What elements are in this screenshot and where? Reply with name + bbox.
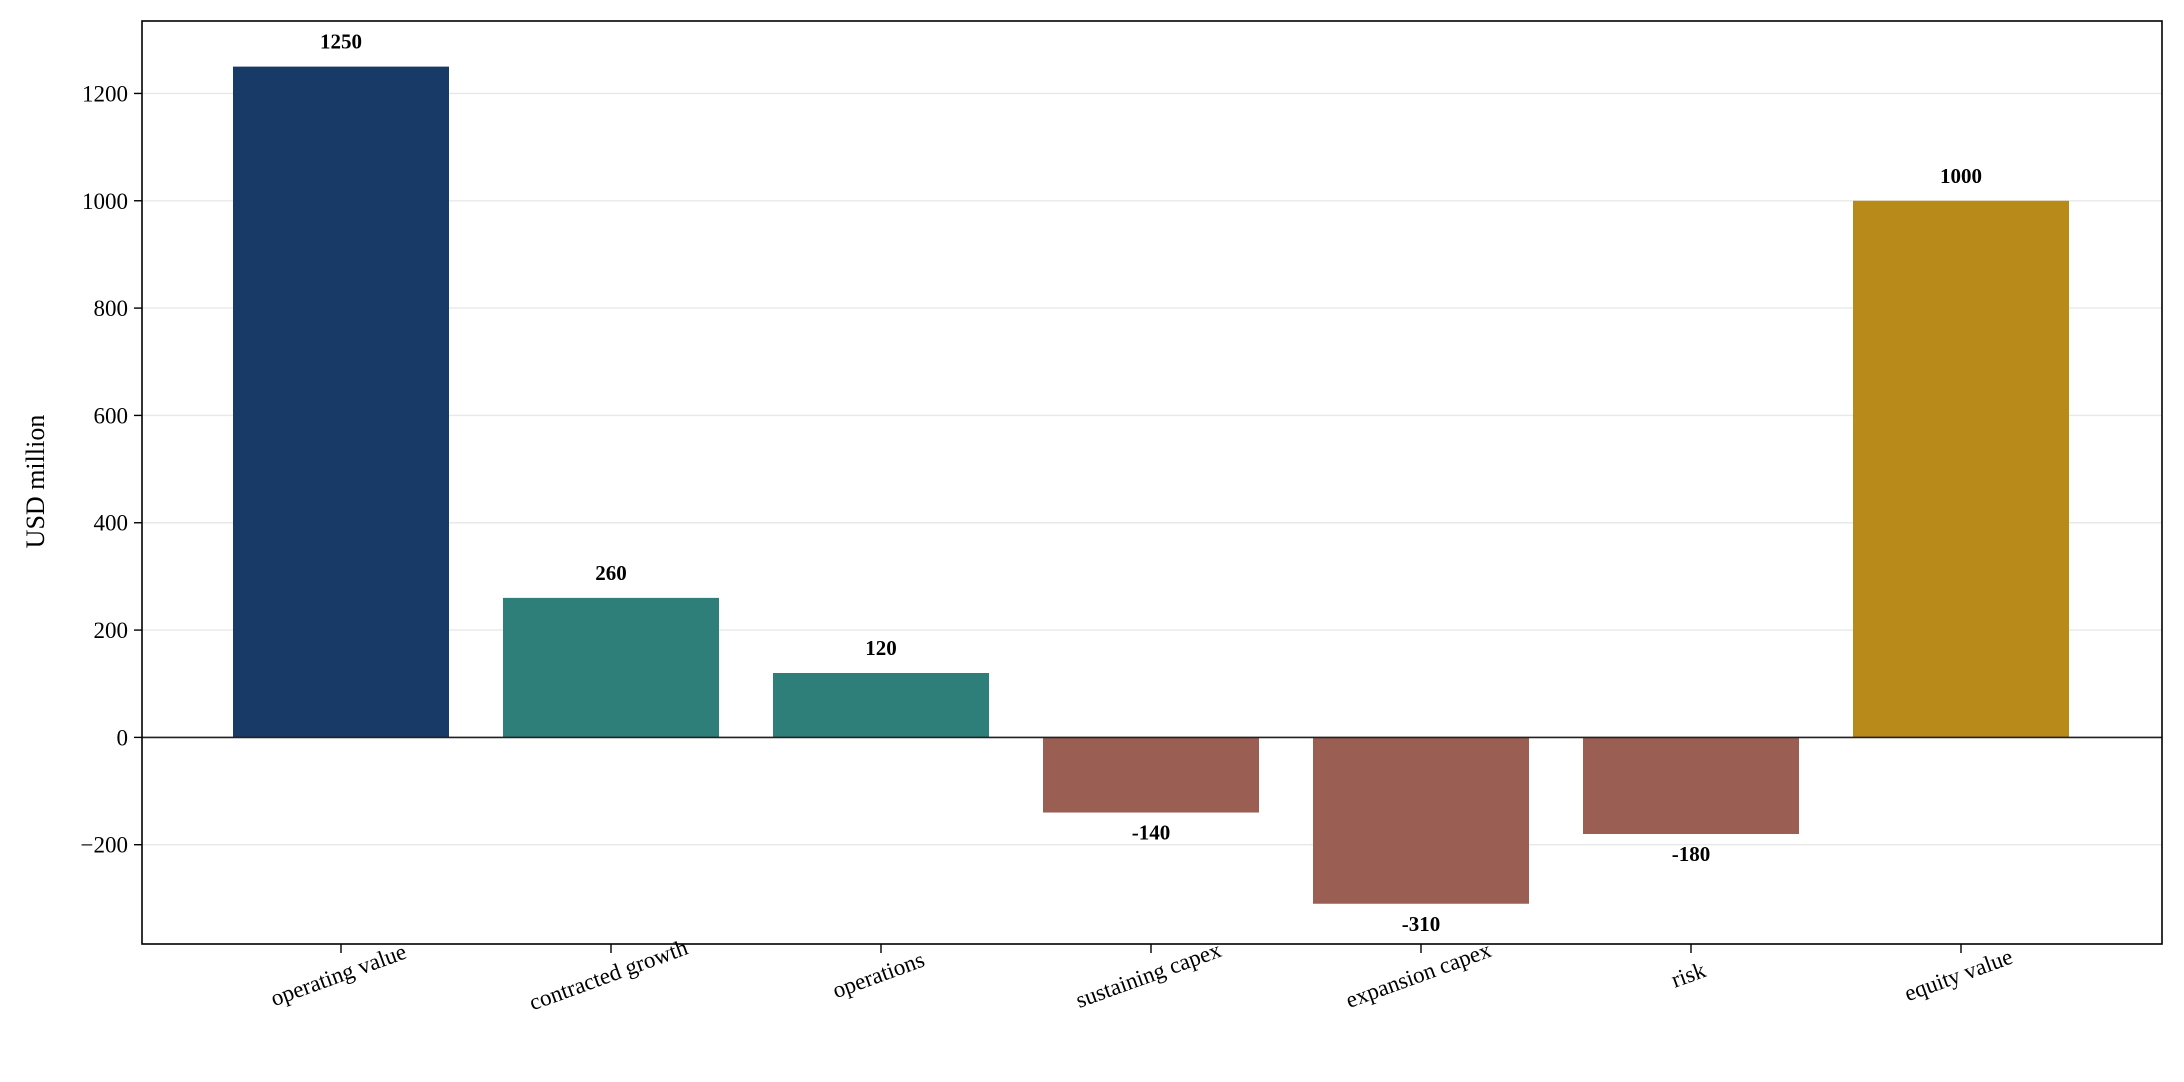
y-axis-title: USD million xyxy=(21,415,50,549)
y-tick-label: 400 xyxy=(94,511,129,536)
x-axis-ticks: operating value contracted growth operatio… xyxy=(267,935,2016,1016)
data-label: 120 xyxy=(865,636,897,660)
x-tick-label: operations xyxy=(829,947,928,1003)
data-label: -310 xyxy=(1402,912,1441,936)
x-tick-label: contracted growth xyxy=(526,935,692,1016)
y-tick-label: 0 xyxy=(117,725,129,750)
data-label: 1000 xyxy=(1940,164,1982,188)
x-tick-label: risk xyxy=(1668,957,1709,992)
y-tick-label: 1000 xyxy=(82,189,128,214)
bar xyxy=(233,66,449,738)
data-label: 260 xyxy=(595,561,627,585)
bar xyxy=(773,673,989,738)
y-axis-ticks: −200 0 200 400 600 800 1000 1200 xyxy=(81,81,142,858)
bar xyxy=(1043,737,1259,813)
x-tick-label: operating value xyxy=(267,939,409,1011)
x-tick-label: sustaining capex xyxy=(1072,937,1224,1013)
y-tick-label: 600 xyxy=(94,403,129,428)
bar xyxy=(503,597,719,738)
y-tick-label: 200 xyxy=(94,618,129,643)
x-tick-label: equity value xyxy=(1901,944,2016,1006)
plot-frame xyxy=(141,20,2163,945)
bar xyxy=(1583,737,1799,834)
bar xyxy=(1313,737,1529,904)
y-tick-label: 800 xyxy=(94,296,129,321)
data-label: -180 xyxy=(1672,842,1711,866)
data-label: 1250 xyxy=(320,30,362,54)
y-tick-label: −200 xyxy=(81,833,128,858)
y-tick-label: 1200 xyxy=(82,81,128,106)
bars xyxy=(233,66,2069,904)
data-labels: 1250 260 120 -140 -310 -180 1000 xyxy=(320,30,1982,936)
bar xyxy=(1853,200,2069,738)
x-tick-label: expansion capex xyxy=(1342,937,1494,1013)
data-label: -140 xyxy=(1132,821,1171,845)
